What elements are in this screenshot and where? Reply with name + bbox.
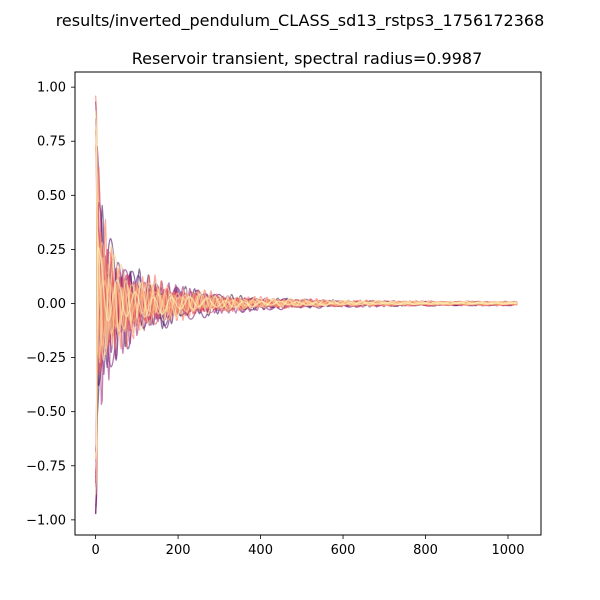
y-axis: 1.00 0.75 0.50 0.25 0.00 −0.25 −0.50 −0.75 −1.00 <box>26 81 75 528</box>
series-layer <box>94 95 518 515</box>
y-tick-label: 0.50 <box>37 189 66 204</box>
x-tick-label: 200 <box>166 543 191 558</box>
series-line <box>94 247 518 461</box>
x-tick-label: 0 <box>91 543 99 558</box>
chart-title: Reservoir transient, spectral radius=0.9… <box>132 49 483 68</box>
x-tick-label: 600 <box>331 543 356 558</box>
y-tick-label: 0.00 <box>37 297 66 312</box>
plot-area <box>74 71 542 536</box>
y-tick-label: 1.00 <box>37 81 66 96</box>
x-tick-label: 800 <box>413 543 438 558</box>
figure-suptitle: results/inverted_pendulum_CLASS_sd13_rst… <box>56 11 545 31</box>
y-tick-label: 0.25 <box>37 243 66 258</box>
x-tick-label: 1000 <box>491 543 524 558</box>
x-axis: 0 200 400 600 800 1000 <box>91 535 525 558</box>
y-tick-label: −0.50 <box>26 405 66 420</box>
x-tick-label: 400 <box>248 543 273 558</box>
y-tick-label: −0.75 <box>26 459 66 474</box>
y-tick-label: −0.25 <box>26 351 66 366</box>
y-tick-label: 0.75 <box>37 135 66 150</box>
y-tick-label: −1.00 <box>26 513 66 528</box>
